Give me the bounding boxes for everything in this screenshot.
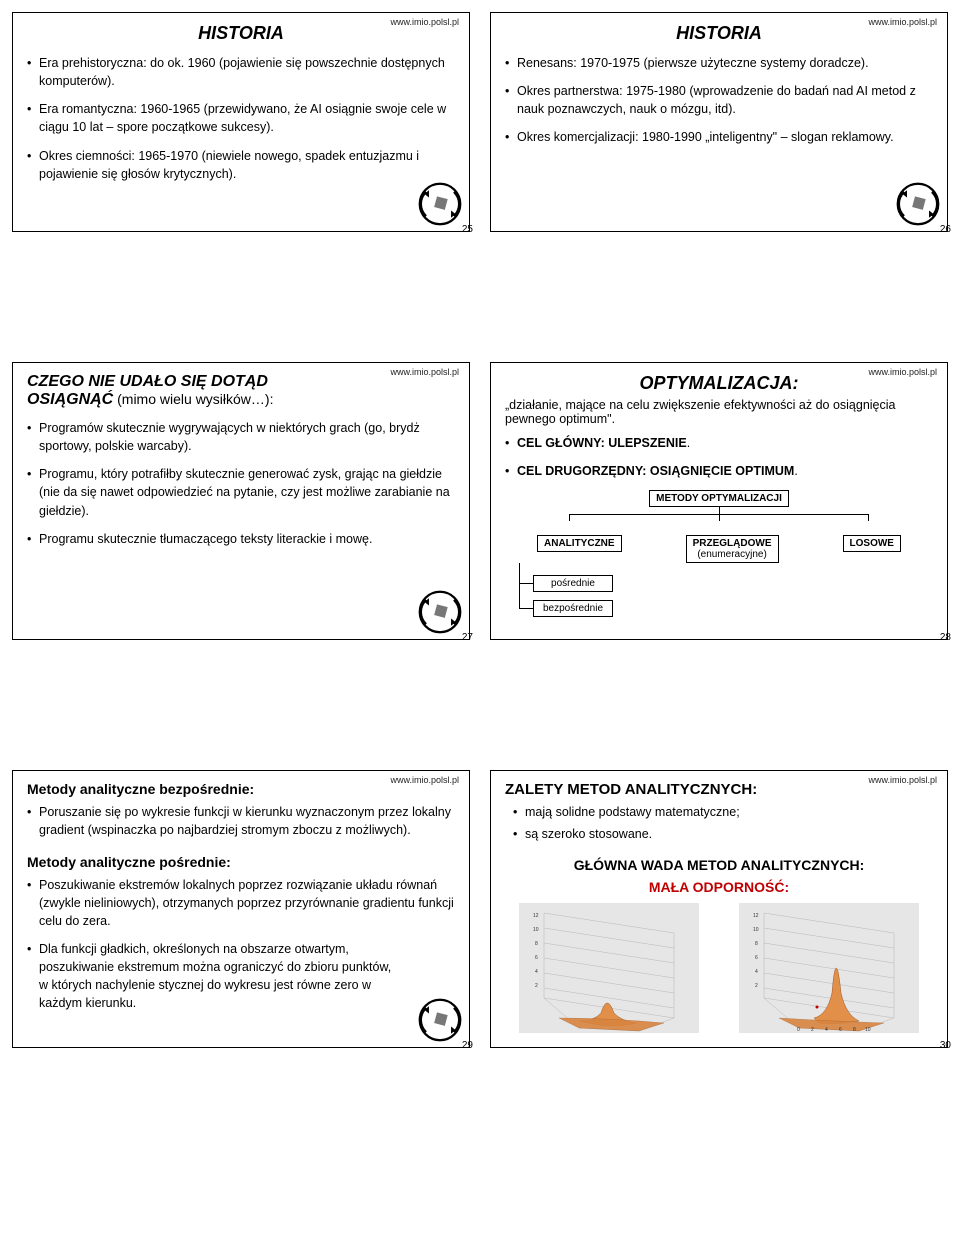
goal-label: CEL DRUGORZĘDNY: xyxy=(517,464,650,478)
list-item: Programów skutecznie wygrywających w nie… xyxy=(27,419,455,455)
tree-subnodes: pośrednie bezpośrednie xyxy=(533,575,933,617)
tree-leaf: pośrednie xyxy=(533,575,613,592)
list-item: są szeroko stosowane. xyxy=(513,826,933,844)
section-subheading: MAŁA ODPORNOŚĆ: xyxy=(505,879,933,895)
advantages-list: mają solidne podstawy matematyczne; są s… xyxy=(513,804,933,843)
slide-number: 26 xyxy=(940,224,951,235)
svg-text:2: 2 xyxy=(811,1027,814,1033)
slide-25: www.imio.polsl.pl HISTORIA Era prehistor… xyxy=(12,12,470,232)
goal-value: OSIĄGNIĘCIE OPTIMUM xyxy=(650,464,794,478)
svg-text:6: 6 xyxy=(839,1027,842,1033)
slide-26: www.imio.polsl.pl HISTORIA Renesans: 197… xyxy=(490,12,948,232)
section-heading: Metody analityczne pośrednie: xyxy=(27,854,455,870)
slide-number: 25 xyxy=(462,224,473,235)
list-item: Programu skutecznie tłumaczącego teksty … xyxy=(27,530,455,548)
svg-text:4: 4 xyxy=(825,1027,828,1033)
svg-text:10: 10 xyxy=(753,927,759,933)
svg-text:8: 8 xyxy=(755,941,758,947)
list-item: Era romantyczna: 1960-1965 (przewidywano… xyxy=(27,100,455,136)
goal-item: CEL DRUGORZĘDNY: OSIĄGNIĘCIE OPTIMUM. xyxy=(505,462,933,480)
tree-root: METODY OPTYMALIZACJI xyxy=(649,490,789,507)
list-item: Okres partnerstwa: 1975-1980 (wprowadzen… xyxy=(505,82,933,118)
logo-icon xyxy=(417,589,463,635)
list-item: Programu, który potrafiłby skutecznie ge… xyxy=(27,465,455,519)
svg-text:8: 8 xyxy=(535,941,538,947)
url: www.imio.polsl.pl xyxy=(868,367,937,377)
svg-text:12: 12 xyxy=(533,913,539,919)
plots-row: 12 10 8 6 4 2 xyxy=(505,903,933,1033)
svg-text:8: 8 xyxy=(853,1027,856,1033)
logo-icon xyxy=(417,181,463,227)
svg-text:2: 2 xyxy=(755,983,758,989)
tree-node: LOSOWE xyxy=(843,535,901,552)
logo-icon xyxy=(895,181,941,227)
list-item: Poszukiwanie ekstremów lokalnych poprzez… xyxy=(27,876,455,930)
svg-text:10: 10 xyxy=(533,927,539,933)
tree-leaf: bezpośrednie xyxy=(533,600,613,617)
svg-text:4: 4 xyxy=(755,969,758,975)
surface-plot-1: 12 10 8 6 4 2 xyxy=(519,903,699,1033)
url: www.imio.polsl.pl xyxy=(390,367,459,377)
svg-text:10: 10 xyxy=(865,1027,871,1033)
slide-30: www.imio.polsl.pl ZALETY METOD ANALITYCZ… xyxy=(490,770,948,1048)
svg-text:12: 12 xyxy=(753,913,759,919)
definition: „działanie, mające na celu zwiększenie e… xyxy=(505,398,933,426)
goal-value: ULEPSZENIE xyxy=(608,436,687,450)
svg-text:4: 4 xyxy=(535,969,538,975)
slide-number: 28 xyxy=(940,632,951,643)
url: www.imio.polsl.pl xyxy=(390,775,459,785)
list-item: Era prehistoryczna: do ok. 1960 (pojawie… xyxy=(27,54,455,90)
list-item: Dla funkcji gładkich, określonych na obs… xyxy=(27,940,455,1013)
slide-28: www.imio.polsl.pl OPTYMALIZACJA: „działa… xyxy=(490,362,948,640)
bullet-list: Programów skutecznie wygrywających w nie… xyxy=(27,419,455,548)
bullet-list: Era prehistoryczna: do ok. 1960 (pojawie… xyxy=(27,54,455,183)
goal-label: CEL GŁÓWNY: xyxy=(517,436,608,450)
goals-list: CEL GŁÓWNY: ULEPSZENIE. CEL DRUGORZĘDNY:… xyxy=(505,434,933,480)
surface-plot-2: 12 10 8 6 4 2 0 2 4 6 8 10 xyxy=(739,903,919,1033)
svg-text:0: 0 xyxy=(797,1027,800,1033)
title-line-1: CZEGO NIE UDAŁO SIĘ DOTĄD xyxy=(27,373,268,390)
slide-number: 29 xyxy=(462,1040,473,1051)
slide-number: 27 xyxy=(462,632,473,643)
bullet-list: Poszukiwanie ekstremów lokalnych poprzez… xyxy=(27,876,455,1013)
goal-item: CEL GŁÓWNY: ULEPSZENIE. xyxy=(505,434,933,452)
url: www.imio.polsl.pl xyxy=(868,17,937,27)
bullet-list: Poruszanie się po wykresie funkcji w kie… xyxy=(27,803,455,839)
methods-tree: METODY OPTYMALIZACJI ANALITYCZNE PRZEGLĄ… xyxy=(505,490,933,617)
url: www.imio.polsl.pl xyxy=(868,775,937,785)
section-heading: GŁÓWNA WADA METOD ANALITYCZNYCH: xyxy=(505,857,933,873)
slide-29: www.imio.polsl.pl Metody analityczne bez… xyxy=(12,770,470,1048)
url: www.imio.polsl.pl xyxy=(390,17,459,27)
title-line-2: OSIĄGNĄĆ xyxy=(27,391,113,408)
list-item: mają solidne podstawy matematyczne; xyxy=(513,804,933,822)
tree-node: PRZEGLĄDOWE(enumeracyjne) xyxy=(686,535,779,563)
slide-title: CZEGO NIE UDAŁO SIĘ DOTĄD OSIĄGNĄĆ (mimo… xyxy=(27,373,455,409)
tree-node: ANALITYCZNE xyxy=(537,535,622,552)
slide-number: 30 xyxy=(940,1040,951,1051)
logo-icon xyxy=(417,997,463,1043)
list-item: Okres komercjalizacji: 1980-1990 „inteli… xyxy=(505,128,933,146)
list-item: Okres ciemności: 1965-1970 (niewiele now… xyxy=(27,147,455,183)
svg-text:6: 6 xyxy=(755,955,758,961)
title-suffix: (mimo wielu wysiłków…): xyxy=(113,391,273,407)
list-item: Renesans: 1970-1975 (pierwsze użyteczne … xyxy=(505,54,933,72)
slide-27: www.imio.polsl.pl CZEGO NIE UDAŁO SIĘ DO… xyxy=(12,362,470,640)
bullet-list: Renesans: 1970-1975 (pierwsze użyteczne … xyxy=(505,54,933,147)
svg-text:2: 2 xyxy=(535,983,538,989)
svg-text:6: 6 xyxy=(535,955,538,961)
list-item: Poruszanie się po wykresie funkcji w kie… xyxy=(27,803,455,839)
